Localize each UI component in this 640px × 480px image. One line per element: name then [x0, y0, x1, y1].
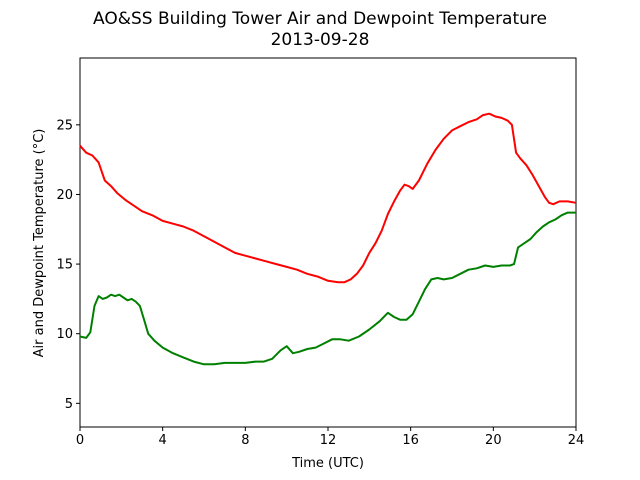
- x-tick-label: 12: [320, 433, 337, 448]
- chart-title: AO&SS Building Tower Air and Dewpoint Te…: [93, 9, 547, 29]
- air-temperature-line: [79, 112, 577, 284]
- dewpoint-temperature-line: [79, 211, 576, 366]
- series-lines: [79, 112, 577, 366]
- x-tick-label: 4: [159, 433, 167, 448]
- y-tick-label: 15: [56, 258, 73, 273]
- x-tick-label: 24: [568, 433, 585, 448]
- chart-subtitle: 2013-09-28: [271, 30, 370, 50]
- y-tick-label: 20: [56, 188, 73, 203]
- y-axis-label: Air and Dewpoint Temperature (°C): [32, 129, 47, 358]
- x-axis-label: Time (UTC): [291, 456, 364, 471]
- x-tick-label: 0: [76, 433, 84, 448]
- x-tick-label: 8: [241, 433, 249, 448]
- y-tick-label: 10: [56, 327, 73, 342]
- y-tick-label: 5: [65, 397, 73, 412]
- x-tick-label: 16: [402, 433, 419, 448]
- y-tick-label: 25: [56, 118, 73, 133]
- x-tick-label: 20: [485, 433, 502, 448]
- plot-area: 0 4 8 12 16 20 24 5 10 15 20 25: [56, 57, 585, 448]
- plot-frame: [79, 57, 577, 428]
